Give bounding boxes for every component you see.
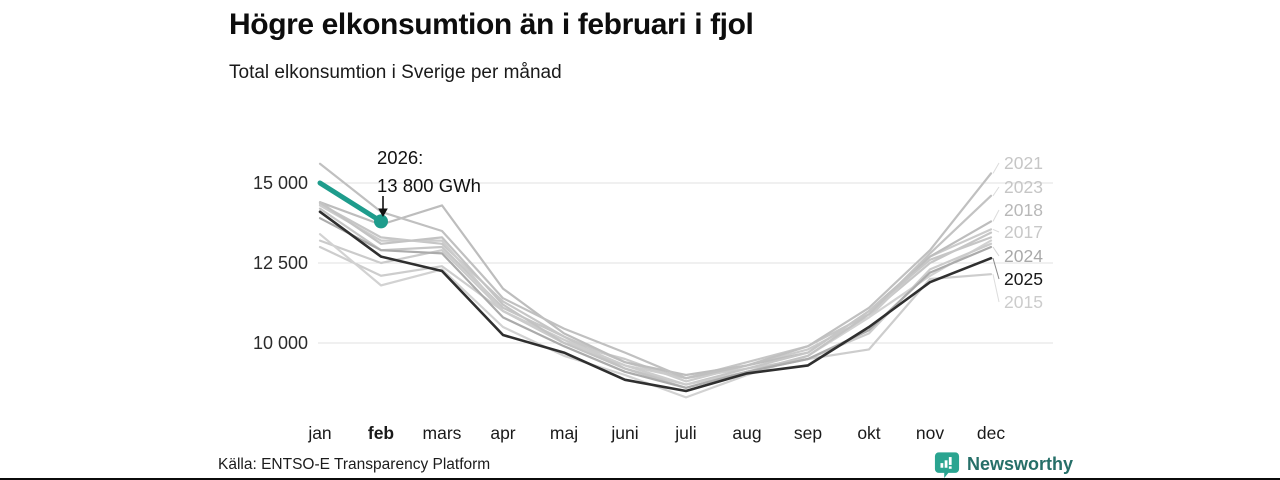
x-axis-label-juni: juni xyxy=(610,423,638,443)
x-axis-label-jan: jan xyxy=(307,423,331,443)
page-title: Högre elkonsumtion än i februari i fjol xyxy=(229,8,754,41)
x-axis-label-sep: sep xyxy=(794,423,822,443)
annotation-arrow-head xyxy=(378,208,388,217)
x-axis-label-feb: feb xyxy=(368,423,394,443)
y-tick-label: 15 000 xyxy=(253,173,308,193)
label-connector-2023 xyxy=(992,186,1000,197)
x-axis-label-okt: okt xyxy=(857,423,880,443)
newsworthy-brand: Newsworthy xyxy=(934,451,1073,478)
bottom-border xyxy=(0,478,1280,480)
label-connector-2017 xyxy=(992,228,1000,233)
newsworthy-logo-icon xyxy=(934,452,960,478)
series-line-2023 xyxy=(318,194,993,389)
year-label-2024: 2024 xyxy=(1004,246,1043,266)
series-line-2021 xyxy=(318,162,993,380)
y-tick-label: 10 000 xyxy=(253,333,308,353)
highlight-annotation: 2026: 13 800 GWh xyxy=(377,144,481,200)
newsworthy-wordmark: Newsworthy xyxy=(967,454,1074,474)
x-axis-label-dec: dec xyxy=(977,423,1005,443)
x-axis-label-apr: apr xyxy=(490,423,515,443)
label-connector-2025 xyxy=(992,258,1000,280)
label-connector-2024 xyxy=(992,246,1000,257)
x-axis-label-nov: nov xyxy=(916,423,944,443)
annotation-value: 13 800 GWh xyxy=(377,175,481,196)
x-axis-label-juli: juli xyxy=(674,423,696,443)
year-label-2017: 2017 xyxy=(1004,222,1043,242)
x-axis-label-aug: aug xyxy=(732,423,761,443)
annotation-year: 2026: xyxy=(377,147,424,168)
chart-subtitle: Total elkonsumtion i Sverige per månad xyxy=(229,62,562,83)
label-connector-2018 xyxy=(992,209,1000,222)
x-axis-label-mars: mars xyxy=(423,423,462,443)
year-label-2018: 2018 xyxy=(1004,200,1043,220)
series-line-2019 xyxy=(318,207,993,386)
series-line-2026 xyxy=(317,180,384,224)
x-axis-label-maj: maj xyxy=(550,423,578,443)
y-tick-label: 12 500 xyxy=(253,253,308,273)
year-label-2015: 2015 xyxy=(1004,292,1043,312)
label-connector-2021 xyxy=(992,162,1000,174)
year-label-2025: 2025 xyxy=(1004,269,1043,289)
year-label-2023: 2023 xyxy=(1004,177,1043,197)
label-connector-2015 xyxy=(992,274,1000,303)
series-line-2022 xyxy=(318,204,993,386)
year-label-2021: 2021 xyxy=(1004,153,1043,173)
highlight-dot xyxy=(374,214,388,229)
source-note: Källa: ENTSO-E Transparency Platform xyxy=(218,456,491,473)
series-line-2025 xyxy=(318,210,993,393)
